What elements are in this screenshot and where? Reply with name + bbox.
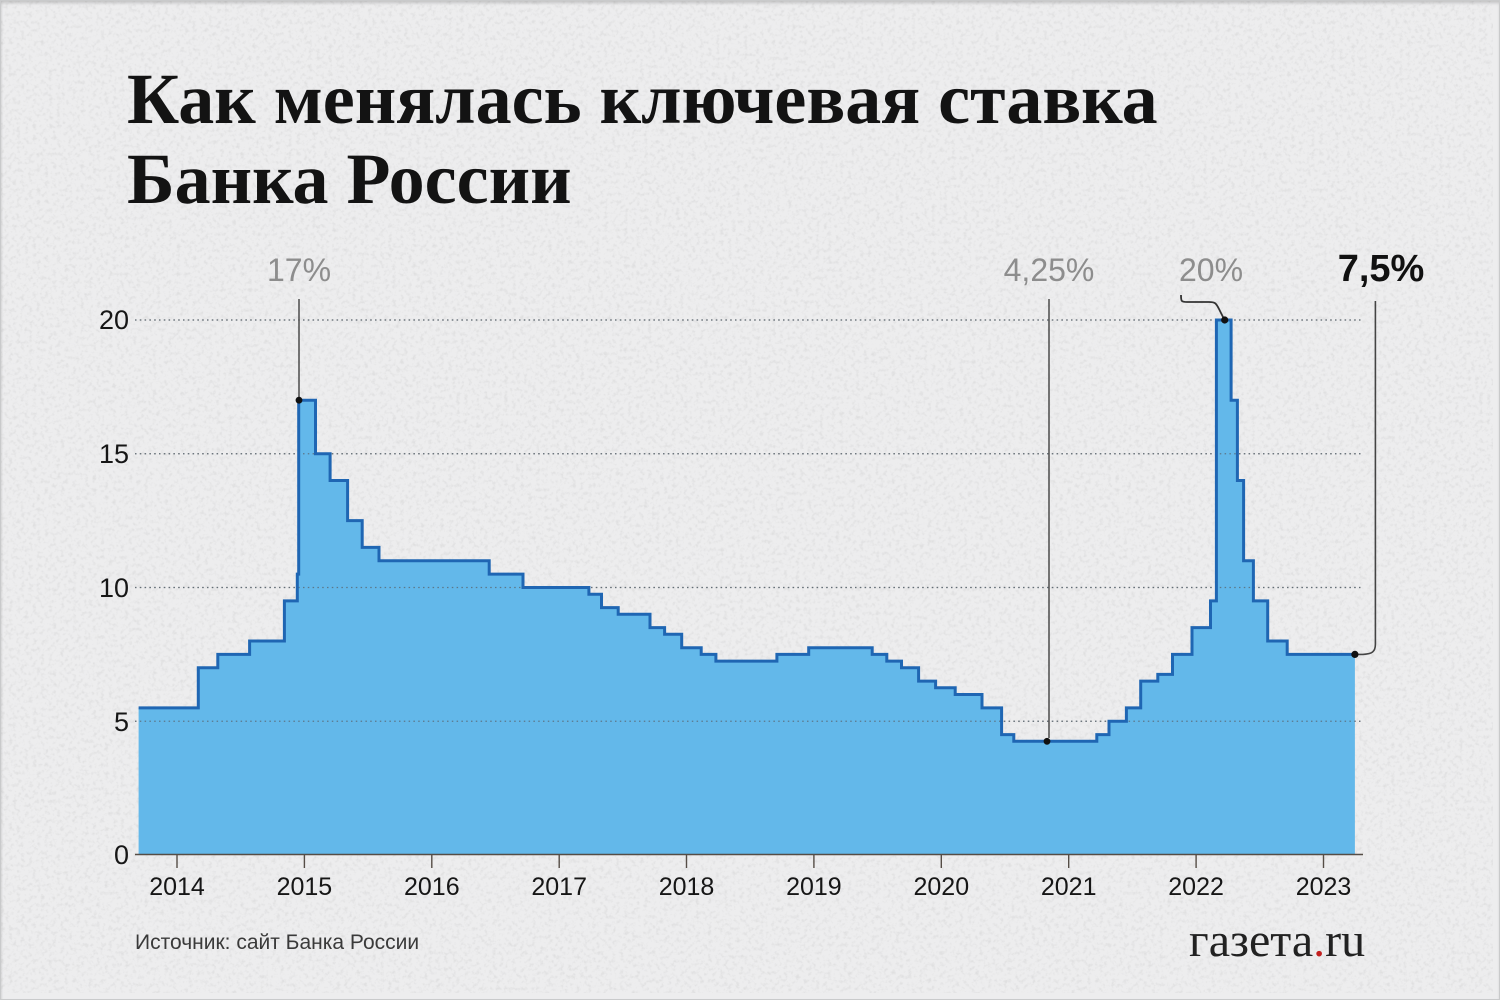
svg-text:2016: 2016 xyxy=(404,873,460,901)
svg-text:2017: 2017 xyxy=(531,873,587,901)
svg-text:2023: 2023 xyxy=(1296,873,1352,901)
svg-text:10: 10 xyxy=(99,573,129,603)
svg-text:2020: 2020 xyxy=(913,873,969,901)
svg-text:20%: 20% xyxy=(1179,252,1243,288)
svg-text:2021: 2021 xyxy=(1041,873,1097,901)
svg-text:2014: 2014 xyxy=(149,873,205,901)
svg-text:2015: 2015 xyxy=(277,873,333,901)
svg-text:0: 0 xyxy=(114,840,129,870)
svg-text:4,25%: 4,25% xyxy=(1004,252,1095,288)
svg-text:15: 15 xyxy=(99,439,129,469)
svg-text:5: 5 xyxy=(114,707,129,737)
svg-text:2019: 2019 xyxy=(786,873,842,901)
svg-text:17%: 17% xyxy=(267,252,331,288)
svg-text:20: 20 xyxy=(99,305,129,335)
svg-text:2018: 2018 xyxy=(659,873,715,901)
svg-text:7,5%: 7,5% xyxy=(1338,248,1425,290)
svg-text:2022: 2022 xyxy=(1168,873,1224,901)
